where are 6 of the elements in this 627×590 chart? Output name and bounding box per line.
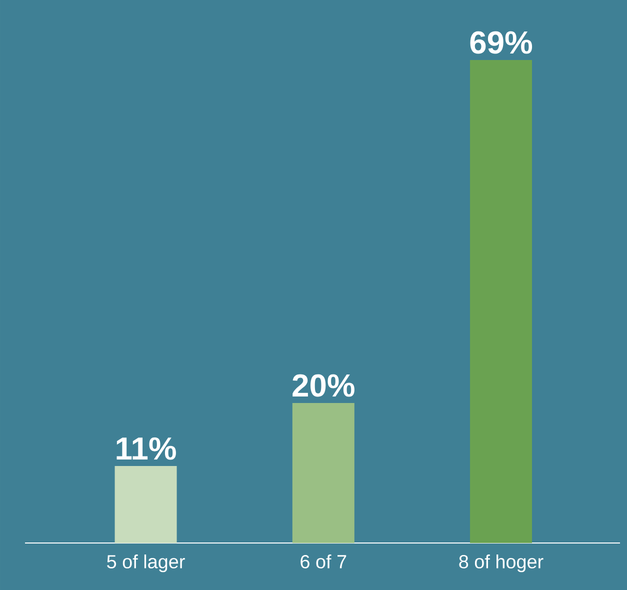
data-label: 20%: [292, 374, 354, 397]
x-tick-label: 5 of lager: [107, 554, 185, 572]
data-label: 11%: [116, 437, 176, 460]
data-label: 69%: [470, 31, 532, 54]
x-tick-label: 6 of 7: [300, 554, 346, 568]
x-tick-label: 8 of hoger: [459, 554, 544, 572]
